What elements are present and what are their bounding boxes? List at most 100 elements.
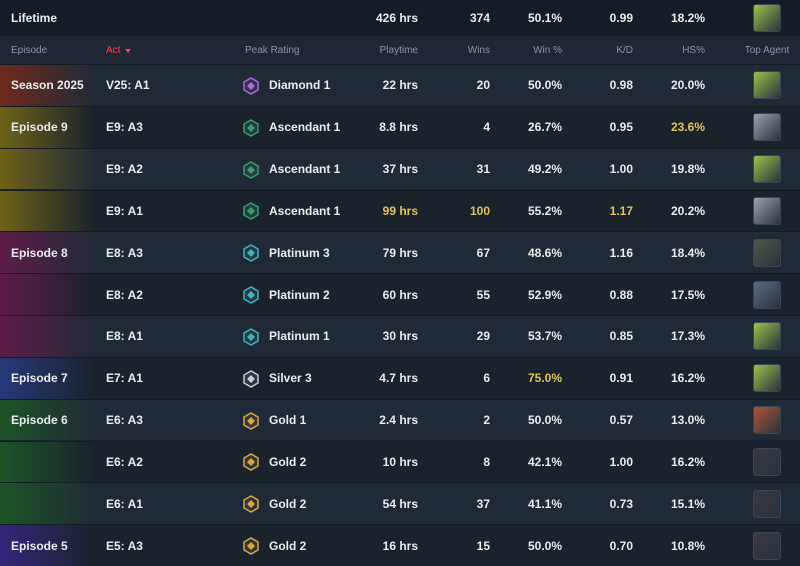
stat: 0.57: [609, 413, 633, 428]
rank-name: Platinum 2: [269, 287, 330, 302]
stat: 26.7%: [527, 120, 562, 135]
stat: 15: [476, 538, 490, 553]
column-header: Wins: [467, 44, 490, 56]
act-name: E6: A2: [106, 454, 143, 469]
act-name: E9: A2: [106, 162, 143, 177]
rank-icon: [243, 411, 259, 430]
episode-cell: Episode 8: [0, 232, 95, 274]
stat: 0.95: [609, 120, 633, 135]
rank-icon: [243, 286, 259, 304]
rank-name: Gold 1: [269, 413, 307, 428]
act-name: E8: A2: [106, 287, 143, 302]
act-name: E6: A1: [106, 496, 143, 511]
column-header: Playtime: [379, 44, 418, 56]
agent-avatar: [753, 71, 781, 100]
act-row: E6: A1 Gold 2 54 hrs 37 41.1% 0.73 15.1%: [0, 482, 800, 525]
stat: 13.0%: [670, 413, 705, 428]
stat: 37 hrs: [382, 162, 418, 177]
stat: 48.6%: [527, 245, 562, 260]
stat: 50.0%: [527, 538, 562, 553]
rank-icon: [243, 495, 259, 514]
act-name: E6: A3: [106, 413, 143, 428]
stat: 55.2%: [527, 203, 562, 218]
stat: 15.1%: [670, 496, 705, 511]
agent-cell: [735, 0, 799, 36]
column-header: Win %: [533, 44, 562, 56]
agent-cell: [735, 483, 799, 524]
rank-icon: [243, 453, 259, 472]
rank-icon: [243, 118, 259, 137]
rank-icon: [243, 537, 259, 555]
rank-name: Ascendant 1: [269, 120, 341, 135]
episode-cell: Episode 5: [0, 525, 95, 566]
rank-icon: [243, 160, 259, 179]
act-row: E8: A1 Platinum 1 30 hrs 29 53.7% 0.85 17.3%: [0, 315, 800, 357]
stat: 99 hrs: [382, 203, 418, 218]
column-header: Act: [106, 36, 132, 64]
agent-cell: [735, 149, 799, 190]
stat: 20.2%: [670, 203, 705, 218]
stat: 42.1%: [527, 454, 562, 469]
column-header: HS%: [682, 44, 705, 56]
stat: 31: [476, 162, 490, 177]
agent-avatar: [753, 489, 781, 518]
stat: 50.0%: [527, 78, 562, 93]
act-row: Episode 5 E5: A3 Gold 2 16 hrs 15 50.0% 0.70 10…: [0, 524, 800, 566]
episode-cell: Episode 7: [0, 357, 95, 399]
rank-name: Silver 3: [269, 371, 312, 386]
agent-cell: [735, 65, 799, 106]
lifetime-stat: 18.2%: [670, 11, 705, 25]
rank-name: Ascendant 1: [269, 203, 341, 218]
stat: 55: [476, 287, 490, 302]
stat: 10.8%: [670, 538, 705, 553]
act-row: E9: A2 Ascendant 1 37 hrs 31 49.2% 1.00 19.8%: [0, 147, 800, 190]
rank-name: Platinum 3: [269, 245, 330, 260]
rank-name: Diamond 1: [269, 78, 331, 93]
column-header: K/D: [616, 44, 633, 56]
agent-cell: [735, 191, 799, 232]
stat: 29: [476, 329, 490, 344]
stat: 17.5%: [670, 287, 705, 302]
lifetime-stat: 374: [469, 11, 490, 25]
act-row: Episode 9 E9: A3 Ascendant 1 8.8 hrs 4 26.7% 0…: [0, 105, 800, 148]
header-row: Episode Act Peak Rating Playtime Wins Win % K/…: [0, 36, 800, 64]
episode-cell: [0, 274, 95, 315]
agent-cell: [735, 232, 799, 273]
stat: 0.88: [609, 287, 633, 302]
agent-cell: [735, 400, 799, 441]
stat: 16.2%: [670, 454, 705, 469]
stat: 0.98: [609, 78, 633, 93]
agent-cell: [735, 107, 799, 148]
stat: 53.7%: [527, 329, 562, 344]
agent-avatar: [753, 447, 781, 476]
agent-cell: [735, 442, 799, 483]
stat: 17.3%: [670, 329, 705, 344]
lifetime-stat: 50.1%: [527, 11, 562, 25]
stat: 75.0%: [527, 371, 562, 386]
stat: 37: [476, 496, 490, 511]
act-name: E9: A3: [106, 120, 143, 135]
agent-avatar: [753, 280, 781, 309]
act-row: Season 2025 V25: A1 Diamond 1 22 hrs 20 50.0%…: [0, 64, 800, 106]
stat: 0.73: [609, 496, 633, 511]
rank-name: Gold 2: [269, 496, 307, 511]
stat: 1.00: [609, 454, 633, 469]
act-row: Episode 6 E6: A3 Gold 1 2.4 hrs 2 50.0% 0.57 13…: [0, 398, 800, 441]
episode-cell: Episode 9: [0, 106, 95, 148]
stat: 1.00: [609, 162, 633, 177]
stat: 30 hrs: [382, 329, 418, 344]
lifetime-row: Lifetime 426 hrs 374 50.1% 0.99 18.2%: [0, 0, 800, 36]
lifetime-stat: 426 hrs: [375, 11, 418, 25]
stat: 49.2%: [527, 162, 562, 177]
stat: 16 hrs: [382, 538, 418, 553]
act-row: E6: A2 Gold 2 10 hrs 8 42.1% 1.00 16.2%: [0, 440, 800, 483]
agent-avatar: [753, 196, 781, 225]
stat: 41.1%: [527, 496, 562, 511]
rank-name: Platinum 1: [269, 329, 330, 344]
stat: 54 hrs: [382, 496, 418, 511]
rank-icon: [243, 369, 259, 388]
stat: 10 hrs: [382, 454, 418, 469]
act-name: E8: A1: [106, 329, 143, 344]
lifetime-stat: 0.99: [609, 11, 633, 25]
